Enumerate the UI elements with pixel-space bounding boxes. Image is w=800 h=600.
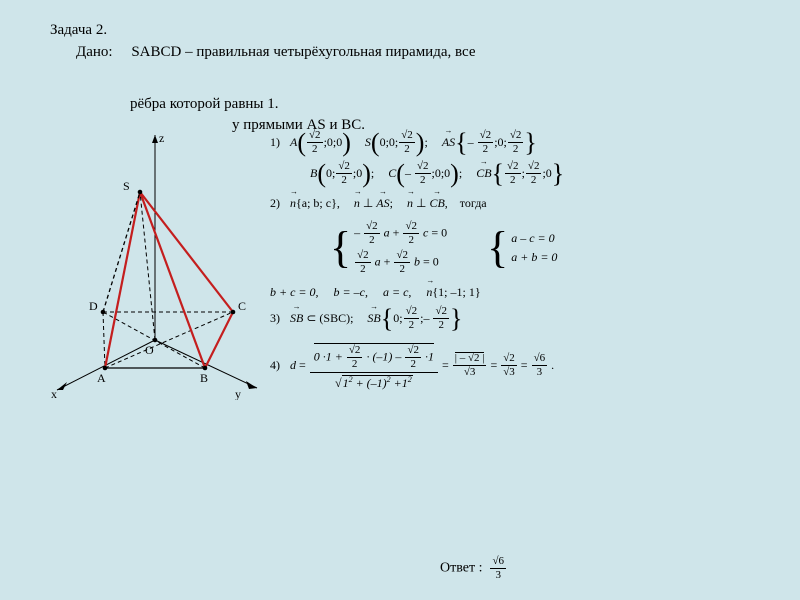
given-text: SABCD – правильная четырёхугольная пирам… xyxy=(131,44,475,60)
vertex-S: S xyxy=(123,179,130,193)
step1-row2: B ( 0; √22 ;0 ) ; C ( – √22 ;0;0 ) ; CB … xyxy=(310,161,780,186)
vertex-A: A xyxy=(97,371,106,385)
step3-row: 3) SB ⊂ (SBC); SB { 0; √22 ;– √22 } xyxy=(270,306,780,331)
vertex-D: D xyxy=(89,299,98,313)
vertex-C: C xyxy=(238,299,246,313)
axis-y-label: y xyxy=(235,387,241,400)
answer-label: Ответ : xyxy=(440,561,482,576)
math-block: 1) A ( √22 ;0;0 ) S ( 0;0; √22 ) ; AS { … xyxy=(270,130,780,395)
given-label: Дано: xyxy=(76,44,113,60)
step4-row: 4) d = 0 ·1 + √22 · (–1) – √22 ·1 √12 + … xyxy=(270,341,780,389)
vertex-B: B xyxy=(200,371,208,385)
answer-block: Ответ : √6 3 xyxy=(440,556,507,581)
systems-row: { – √22 a + √22 c = 0 √22 a + √22 b = 0 … xyxy=(330,219,780,277)
pyramid-diagram: z x y S A B C D O xyxy=(45,130,275,400)
edges-text: рёбра которой равны 1. xyxy=(130,96,279,113)
center-O: O xyxy=(145,343,154,357)
step2-row: 2) n{a; b; c}, n ⊥ AS; n ⊥ CB, тогда xyxy=(270,196,780,211)
task-label: Задача 2. xyxy=(50,22,107,38)
axis-x-label: x xyxy=(51,387,57,400)
step1-row1: 1) A ( √22 ;0;0 ) S ( 0;0; √22 ) ; AS { … xyxy=(270,130,780,155)
conclusion-row: b + c = 0, b = –c, a = c, n{1; –1; 1} xyxy=(270,285,780,300)
axis-z-label: z xyxy=(159,131,164,145)
